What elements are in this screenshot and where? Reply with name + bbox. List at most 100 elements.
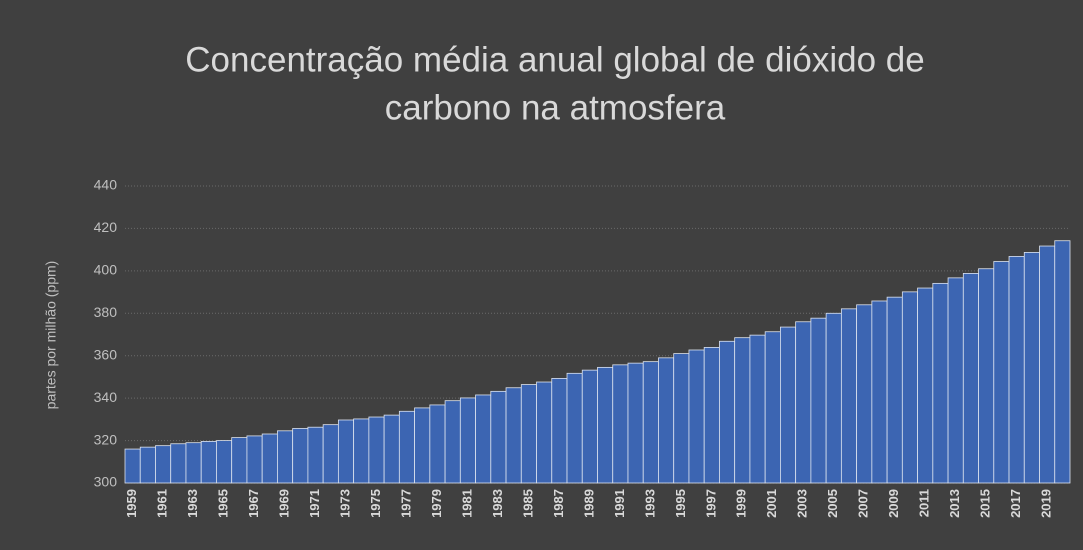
bar	[886, 296, 903, 484]
bar	[216, 440, 233, 484]
bar	[1039, 245, 1056, 484]
bar	[155, 445, 172, 484]
bar	[1008, 256, 1025, 484]
x-tick-label: 1983	[490, 489, 505, 518]
x-tick-label: 1963	[185, 489, 200, 518]
x-tick-label: 1973	[337, 489, 352, 518]
bar	[825, 312, 842, 484]
bar	[719, 340, 736, 484]
x-tick-label: 1971	[307, 489, 322, 518]
bar	[734, 337, 751, 484]
bar	[200, 441, 217, 484]
x-tick-label: 2011	[917, 489, 932, 517]
bar	[185, 442, 202, 484]
bar	[429, 404, 446, 484]
x-tick-label: 1991	[612, 489, 627, 518]
x-tick-label: 1965	[216, 489, 231, 518]
bar	[749, 334, 766, 484]
x-tick-label: 1961	[155, 489, 170, 518]
bar	[124, 448, 141, 484]
x-tick-label: 1969	[276, 489, 291, 518]
bar	[520, 384, 537, 484]
bar	[566, 372, 583, 484]
bar	[353, 418, 370, 484]
bar	[277, 430, 294, 484]
x-tick-label: 2009	[886, 489, 901, 518]
x-tick-label: 1981	[459, 489, 474, 518]
x-tick-label: 2013	[947, 489, 962, 518]
bar	[170, 443, 187, 484]
x-tick-label: 2005	[825, 489, 840, 518]
bar	[795, 321, 812, 484]
bar	[261, 433, 278, 484]
bar	[398, 410, 415, 484]
bar	[703, 347, 720, 484]
bar	[856, 304, 873, 484]
x-tick-label: 1959	[124, 489, 139, 518]
bar	[322, 424, 339, 484]
bar	[1023, 252, 1040, 484]
bar	[1054, 240, 1071, 484]
x-tick-label: 2007	[856, 489, 871, 518]
y-tick-label: 320	[94, 431, 118, 447]
y-tick-label: 420	[94, 219, 118, 235]
bar	[627, 362, 644, 484]
bar	[901, 291, 918, 484]
bar	[368, 416, 385, 484]
bar	[337, 419, 355, 484]
x-tick-label: 1967	[246, 489, 261, 518]
x-tick-label: 1977	[398, 489, 413, 518]
bar	[444, 400, 461, 484]
bar	[673, 353, 690, 484]
bar	[917, 287, 934, 484]
x-tick-label: 1999	[734, 489, 749, 518]
bar	[932, 282, 949, 484]
y-tick-label: 400	[94, 262, 118, 278]
x-tick-label: 1993	[642, 489, 657, 518]
bar	[840, 308, 858, 484]
chart-title: carbono na atmosfera	[385, 88, 726, 127]
bar	[658, 357, 675, 484]
bar	[490, 390, 507, 484]
bar	[246, 435, 263, 484]
bar	[764, 331, 781, 484]
y-axis-label: partes por milhão (ppm)	[43, 261, 59, 410]
bar	[414, 407, 431, 484]
x-tick-label: 1989	[581, 489, 596, 518]
y-tick-label: 440	[94, 177, 118, 193]
chart-title: Concentração média anual global de dióxi…	[185, 40, 924, 79]
bar	[871, 300, 888, 484]
bar	[581, 369, 598, 484]
x-tick-label: 1985	[520, 489, 535, 518]
bar	[962, 273, 979, 484]
bar	[231, 437, 248, 484]
bar	[551, 378, 568, 484]
bar	[993, 261, 1010, 484]
bar	[642, 361, 659, 484]
bar	[947, 277, 964, 484]
bar	[505, 387, 522, 484]
bar	[978, 268, 995, 484]
x-tick-label: 1975	[368, 489, 383, 518]
x-tick-label: 2001	[764, 489, 779, 518]
y-tick-label: 360	[94, 346, 118, 362]
bar	[780, 326, 797, 484]
x-tick-label: 2015	[978, 489, 993, 518]
bar	[139, 446, 156, 484]
y-tick-label: 340	[94, 389, 118, 405]
bar	[383, 414, 400, 484]
y-tick-label: 300	[94, 474, 118, 490]
x-tick-label: 1995	[673, 489, 688, 518]
bar	[292, 428, 309, 484]
x-tick-label: 2019	[1039, 489, 1054, 518]
x-tick-label: 1997	[703, 489, 718, 518]
bar	[810, 317, 827, 484]
y-tick-label: 380	[94, 304, 118, 320]
x-tick-label: 2017	[1008, 489, 1023, 518]
bar	[307, 426, 324, 484]
x-tick-label: 1987	[551, 489, 566, 518]
bar	[459, 397, 476, 484]
bar	[536, 381, 553, 484]
bar	[688, 349, 705, 484]
